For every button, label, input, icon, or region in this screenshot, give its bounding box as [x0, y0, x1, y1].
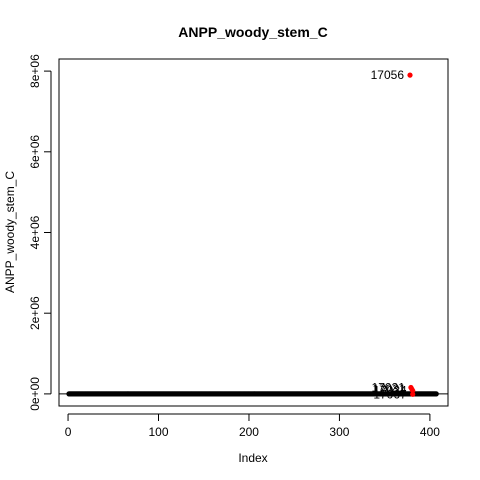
- point-label: 17067: [373, 387, 407, 401]
- x-tick-label: 400: [420, 425, 440, 439]
- chart-title: ANPP_woody_stem_C: [178, 24, 327, 40]
- point-label: 17056: [371, 68, 405, 82]
- plot-frame: [58, 58, 449, 407]
- x-tick-label: 0: [65, 425, 72, 439]
- x-tick-label: 100: [148, 425, 168, 439]
- x-tick-label: 200: [239, 425, 259, 439]
- x-axis-label: Index: [238, 451, 267, 465]
- outlier-point: [407, 72, 413, 78]
- outlier-point: [410, 391, 416, 397]
- point-label: 17031: [372, 382, 406, 396]
- point-label: 17021: [372, 380, 406, 394]
- y-tick-label: 0e+00: [28, 377, 42, 411]
- data-point: [433, 391, 439, 397]
- outlier-point: [410, 388, 416, 394]
- y-axis-label: ANPP_woody_stem_C: [3, 171, 17, 293]
- y-tick-label: 6e+06: [28, 135, 42, 169]
- y-tick-label: 4e+06: [28, 215, 42, 249]
- y-tick-label: 2e+06: [28, 296, 42, 330]
- x-tick-label: 300: [329, 425, 349, 439]
- y-tick-label: 8e+06: [28, 54, 42, 88]
- point-label: 17034: [373, 384, 407, 398]
